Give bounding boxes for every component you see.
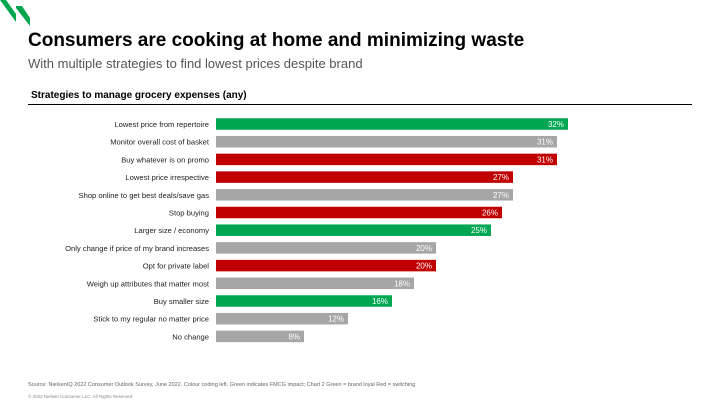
category-label-buy-smaller-size: Buy smaller size [154,297,209,306]
value-label-larger-size-economy: 25% [471,226,487,235]
chart-heading: Strategies to manage grocery expenses (a… [31,90,247,101]
category-label-stick-to-my-regular-no-matter-price: Stick to my regular no matter price [93,315,209,324]
value-label-stick-to-my-regular-no-matter-price: 12% [328,315,344,324]
bar-buy-whatever-is-on-promo [216,153,557,166]
copyright-note: © 2022 Nielsen Consumer LLC. All Rights … [28,394,134,399]
value-label-lowest-price-irrespective: 27% [493,173,509,182]
category-label-buy-whatever-is-on-promo: Buy whatever is on promo [121,155,209,164]
bar-stick-to-my-regular-no-matter-price [216,312,348,325]
value-label-lowest-price-from-repertoire: 32% [548,120,564,129]
bar-stop-buying [216,206,502,219]
value-label-only-change-if-price-of-my-brand-increases: 20% [416,244,432,253]
bar-lowest-price-irrespective [216,171,513,183]
heading-divider [28,104,692,105]
page-subtitle: With multiple strategies to find lowest … [28,56,363,71]
category-label-opt-for-private-label: Opt for private label [143,262,210,271]
value-label-weigh-up-attributes-that-matter-most: 18% [394,279,410,288]
value-label-shop-online-to-get-best-deals-save-gas: 27% [493,191,509,200]
nielseniq-logo [0,0,30,26]
source-note: Source: NielsenIQ 2022 Consumer Outlook … [28,382,416,388]
strategies-bar-chart: Lowest price from repertoire 32% Monitor o… [65,118,568,343]
category-label-weigh-up-attributes-that-matter-most: Weigh up attributes that matter most [87,279,210,288]
category-label-only-change-if-price-of-my-brand-increases: Only change if price of my brand increas… [65,244,209,253]
bar-lowest-price-from-repertoire [216,118,568,130]
value-label-monitor-overall-cost-of-basket: 31% [537,138,553,147]
value-label-buy-smaller-size: 16% [372,297,388,306]
category-label-monitor-overall-cost-of-basket: Monitor overall cost of basket [110,138,210,147]
value-label-no-change: 8% [288,332,300,341]
bar-no-change [216,330,304,343]
category-label-larger-size-economy: Larger size / economy [134,226,209,235]
bar-larger-size-economy [216,224,491,236]
page-title: Consumers are cooking at home and minimi… [28,30,525,51]
bar-shop-online-to-get-best-deals-save-gas [216,189,513,201]
category-label-lowest-price-irrespective: Lowest price irrespective [125,173,209,182]
category-label-lowest-price-from-repertoire: Lowest price from repertoire [114,120,209,129]
bar-buy-smaller-size [216,295,392,307]
value-label-stop-buying: 26% [482,209,498,218]
bar-weigh-up-attributes-that-matter-most [216,277,414,290]
bar-opt-for-private-label [216,259,436,272]
category-label-stop-buying: Stop buying [169,209,209,218]
value-label-opt-for-private-label: 20% [416,262,432,271]
bar-monitor-overall-cost-of-basket [216,135,557,148]
bar-only-change-if-price-of-my-brand-increases [216,242,436,254]
category-label-shop-online-to-get-best-deals-save-gas: Shop online to get best deals/save gas [79,191,210,200]
value-label-buy-whatever-is-on-promo: 31% [537,155,553,164]
category-label-no-change: No change [172,332,209,341]
